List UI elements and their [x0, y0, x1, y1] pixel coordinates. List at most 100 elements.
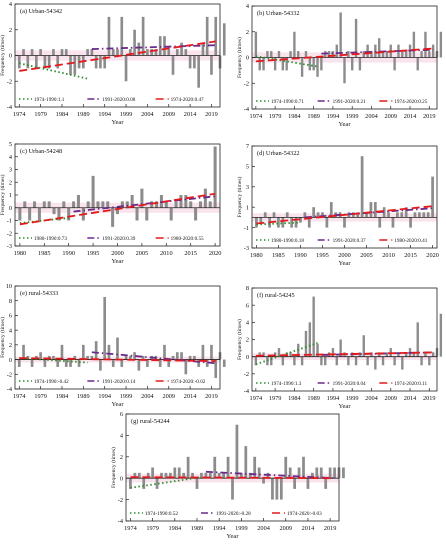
y-axis-label: Frequency (times)	[0, 174, 6, 215]
bar	[146, 472, 150, 479]
bar	[310, 472, 314, 479]
bar	[428, 51, 431, 58]
bar	[315, 467, 319, 479]
bar	[191, 472, 194, 479]
x-tick-label: 2009	[384, 113, 397, 120]
bar	[52, 355, 55, 360]
trend-line	[255, 342, 318, 366]
y-tick-label: 0	[246, 354, 249, 361]
bar	[327, 51, 331, 58]
bar	[201, 344, 205, 360]
bar	[262, 352, 265, 357]
legend-label: 1991-2020:0.21	[333, 99, 366, 105]
bar	[393, 356, 396, 366]
plot-frame	[125, 413, 340, 522]
x-axis-label: Year	[227, 533, 240, 540]
bar	[77, 359, 81, 367]
bar	[180, 42, 183, 56]
y-tick-label: 0	[9, 357, 12, 364]
bar	[124, 355, 128, 360]
x-tick-label: 2000	[338, 252, 351, 259]
bar	[140, 188, 144, 208]
bar	[142, 478, 146, 489]
y-axis-label: Frequency (times)	[236, 176, 243, 217]
bar	[428, 356, 431, 366]
x-tick-label: 1979	[34, 393, 47, 400]
trend-line	[256, 205, 433, 225]
bar	[120, 201, 124, 208]
bar	[69, 55, 72, 75]
bar	[35, 55, 38, 69]
bar	[299, 217, 302, 223]
x-axis-label: Year	[339, 121, 352, 128]
x-tick-label: 2000	[111, 250, 124, 257]
bar	[180, 352, 183, 360]
y-tick-label: 2	[9, 342, 12, 349]
bar	[354, 356, 358, 366]
bar	[64, 49, 68, 56]
x-tick-label: 1979	[34, 111, 47, 118]
bar	[270, 356, 273, 366]
y-tick-label: 2	[9, 179, 12, 186]
bar	[358, 57, 362, 71]
bar	[325, 217, 329, 228]
bar	[255, 217, 258, 228]
bar	[57, 207, 61, 221]
x-tick-label: 2020	[209, 250, 222, 257]
panel-1: -4 -2 0 2 4 1974 1979 1984 1989 1994 1999 2004 2009 2…	[0, 1, 226, 126]
y-tick-label: -2	[7, 371, 12, 378]
bar	[312, 207, 316, 218]
bar	[200, 472, 203, 479]
panel-title: (b) Urban-54332	[257, 10, 300, 17]
bar	[39, 49, 42, 56]
bar	[168, 472, 172, 479]
x-tick-label: 1994	[327, 113, 340, 120]
bar	[356, 212, 360, 218]
bar	[339, 12, 342, 58]
plot-frame	[14, 143, 221, 247]
x-axis-label: Year	[112, 119, 125, 126]
bar	[111, 49, 115, 56]
x-axis-label: Year	[112, 258, 125, 265]
bar	[217, 472, 221, 479]
bar	[342, 467, 345, 479]
bar	[18, 207, 22, 221]
x-tick-label: 1999	[120, 393, 133, 400]
x-tick-label: 2015	[184, 250, 197, 257]
y-tick-label: -2	[7, 78, 12, 85]
bar	[404, 207, 408, 218]
bar	[175, 352, 179, 360]
bar	[86, 49, 89, 56]
bar	[193, 355, 196, 360]
bar	[62, 201, 66, 208]
bar	[167, 359, 171, 367]
bar	[412, 31, 416, 58]
bar	[418, 212, 421, 218]
x-tick-label: 1995	[87, 250, 100, 257]
bar	[99, 359, 102, 371]
x-tick-label: 1990	[294, 252, 307, 259]
bar	[401, 51, 404, 58]
bar	[174, 201, 178, 208]
bar	[385, 352, 389, 357]
bar	[145, 207, 149, 221]
x-tick-label: 1980	[250, 252, 263, 259]
bar	[239, 472, 243, 479]
bar	[222, 23, 226, 56]
bar	[358, 352, 362, 357]
bar	[193, 55, 196, 69]
bar	[133, 472, 137, 479]
bar	[124, 55, 128, 82]
bar	[409, 217, 412, 228]
x-tick-label: 2014	[184, 393, 197, 400]
bar	[343, 57, 346, 84]
bar	[163, 344, 166, 360]
bar	[90, 355, 94, 360]
bar	[76, 195, 80, 208]
bar	[354, 18, 358, 58]
bar	[184, 359, 188, 375]
bar	[289, 352, 292, 357]
legend-label: 1974-2020:0.25	[394, 99, 427, 105]
trend-line	[19, 357, 216, 362]
bar	[115, 207, 120, 215]
